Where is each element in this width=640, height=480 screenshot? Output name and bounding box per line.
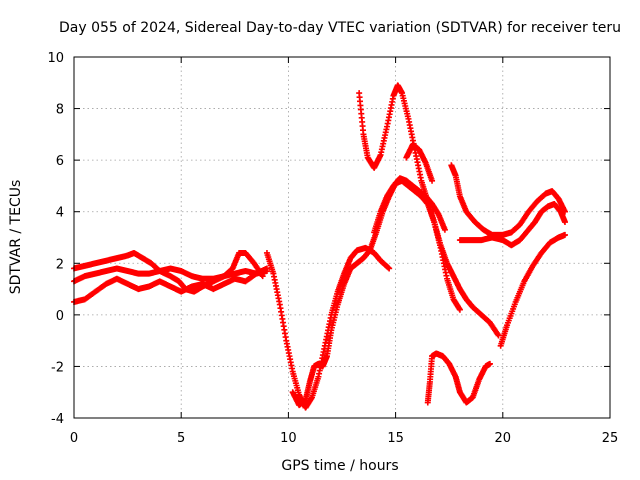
series-9 [424,350,493,406]
chart-title: Day 055 of 2024, Sidereal Day-to-day VTE… [59,20,621,36]
y-tick-label: 10 [47,51,64,66]
x-tick-label: 5 [177,431,185,446]
x-tick-label: 20 [495,431,512,446]
series-4 [263,244,393,411]
series-8 [403,141,436,184]
y-tick-label: 4 [56,206,64,221]
grid [74,57,610,418]
data-point [441,226,448,233]
y-tick-label: 0 [56,309,64,324]
plot-frame [73,56,611,419]
y-tick-label: 8 [56,103,64,118]
data-point [495,332,502,339]
x-tick-label: 10 [280,431,297,446]
series-12 [497,231,568,349]
series-3 [71,268,270,305]
data-point [386,265,393,272]
series-10 [448,162,568,238]
data-point [486,360,493,367]
data-point [561,219,568,226]
x-tick-label: 15 [387,431,404,446]
axis-ticks: 0 5 10 15 20 25 -4 -2 0 2 4 6 8 10 [47,51,618,446]
y-tick-label: 6 [56,154,64,169]
y-tick-label: -2 [51,360,64,375]
series-11 [456,200,568,249]
x-tick-label: 25 [602,431,619,446]
series-6 [356,82,502,339]
series-7 [371,175,448,236]
data-point [561,231,568,238]
y-tick-label: -4 [51,412,64,427]
y-axis-label: SDTVAR / TECUs [8,180,24,295]
data-point [429,177,436,184]
x-axis-label: GPS time / hours [281,458,398,474]
y-tick-label: 2 [56,257,64,272]
data-point [263,268,270,275]
series-2 [71,265,270,285]
data-series [71,82,568,411]
data-point [456,306,463,313]
x-tick-label: 0 [70,431,78,446]
